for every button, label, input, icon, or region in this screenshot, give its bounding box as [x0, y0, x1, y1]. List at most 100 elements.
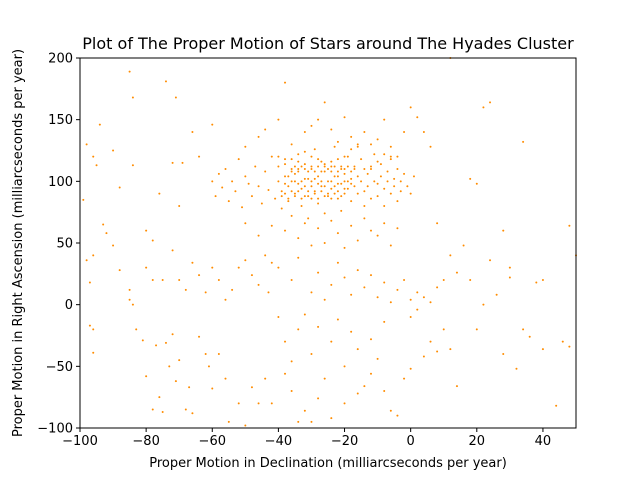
data-point — [379, 175, 382, 178]
data-point — [356, 392, 359, 395]
data-point — [373, 180, 376, 183]
data-point — [280, 207, 283, 210]
data-point — [409, 106, 412, 109]
data-point — [300, 165, 303, 168]
data-point — [290, 180, 293, 183]
data-point — [287, 197, 290, 200]
data-point — [403, 172, 406, 175]
data-point — [290, 158, 293, 161]
data-point — [350, 224, 353, 227]
data-point — [383, 320, 386, 323]
y-axis: −100 −50 0 50 100 150 200 — [37, 52, 80, 437]
data-point — [343, 246, 346, 249]
data-point — [429, 145, 432, 148]
data-point — [293, 165, 296, 168]
data-point — [336, 318, 339, 321]
data-point — [396, 414, 399, 417]
data-point — [118, 269, 121, 272]
data-point — [171, 161, 174, 164]
data-point — [287, 175, 290, 178]
data-point — [158, 192, 161, 195]
data-point — [356, 348, 359, 351]
data-point — [327, 168, 329, 170]
data-point — [389, 192, 392, 195]
data-point — [303, 195, 306, 198]
data-point — [515, 367, 518, 370]
data-point — [227, 200, 230, 203]
data-point — [151, 239, 154, 242]
data-point — [336, 175, 339, 178]
data-point — [284, 158, 287, 161]
data-point — [403, 279, 406, 281]
data-point — [217, 279, 220, 281]
data-point — [277, 266, 280, 269]
data-point — [343, 180, 346, 183]
data-point — [277, 180, 280, 183]
data-point — [310, 353, 313, 355]
x-tick-label: −100 — [62, 434, 98, 449]
data-point — [310, 420, 313, 423]
data-point — [350, 135, 353, 138]
data-point — [264, 170, 267, 173]
data-point — [386, 180, 389, 183]
data-point — [224, 168, 227, 170]
data-point — [343, 168, 346, 170]
data-point — [541, 348, 544, 351]
data-point — [244, 145, 247, 148]
data-point — [323, 170, 326, 173]
data-point — [376, 138, 379, 141]
data-point — [383, 187, 386, 190]
data-point — [145, 229, 148, 232]
data-point — [320, 160, 323, 163]
data-point — [442, 328, 445, 331]
data-point — [412, 175, 415, 178]
data-point — [287, 200, 290, 203]
data-point — [264, 254, 267, 257]
data-point — [422, 296, 425, 299]
data-point — [383, 222, 386, 225]
data-point — [363, 190, 366, 193]
data-point — [297, 153, 300, 156]
data-point — [277, 155, 280, 158]
data-point — [171, 333, 174, 336]
data-point — [270, 224, 273, 227]
data-point — [105, 232, 108, 235]
data-point — [92, 254, 95, 257]
data-point — [350, 330, 353, 333]
data-point — [317, 182, 320, 185]
data-point — [386, 170, 389, 173]
y-tick-label: 200 — [48, 52, 73, 67]
data-point — [267, 188, 270, 191]
data-point — [161, 279, 164, 281]
data-point — [383, 118, 386, 121]
data-point — [383, 281, 386, 284]
data-point — [489, 101, 492, 104]
data-point — [353, 168, 356, 170]
data-point — [369, 229, 372, 232]
data-point — [307, 177, 310, 180]
data-point — [217, 353, 220, 355]
data-point — [112, 244, 115, 247]
y-tick-label: 0 — [65, 298, 73, 313]
data-point — [346, 180, 349, 183]
data-point — [260, 202, 263, 205]
data-point — [360, 180, 363, 183]
data-point — [317, 165, 320, 168]
x-tick-label: −80 — [132, 434, 159, 449]
data-point — [191, 261, 194, 264]
data-point — [369, 143, 372, 146]
data-point — [346, 187, 349, 190]
data-point — [323, 298, 326, 301]
data-point — [145, 266, 148, 269]
data-point — [131, 303, 134, 306]
data-point — [403, 377, 406, 380]
data-point — [270, 155, 273, 158]
data-point — [174, 380, 177, 383]
data-point — [244, 259, 247, 262]
data-point — [376, 160, 379, 163]
data-point — [436, 222, 439, 225]
data-point — [310, 180, 313, 183]
data-point — [508, 276, 511, 279]
data-point — [568, 224, 571, 227]
